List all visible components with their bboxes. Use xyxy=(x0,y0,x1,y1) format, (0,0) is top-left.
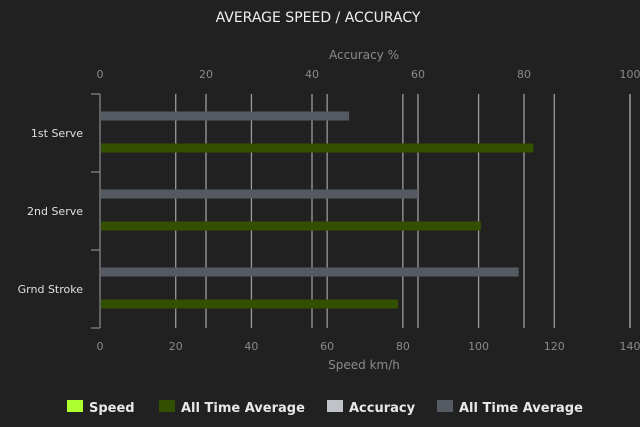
category-label: Grnd Stroke xyxy=(18,283,84,296)
legend-label: All Time Average xyxy=(181,401,305,416)
bottom-tick-label: 140 xyxy=(620,340,640,353)
bottom-tick-label: 100 xyxy=(468,340,489,353)
bar-bottom-2 xyxy=(101,299,398,309)
chart-title: AVERAGE SPEED / ACCURACY xyxy=(216,10,421,26)
top-tick-label: 60 xyxy=(411,68,425,81)
bar-top-1 xyxy=(101,189,418,199)
bottom-axis-label: Speed km/h xyxy=(328,358,400,372)
legend-swatch xyxy=(437,400,453,412)
top-tick-label: 100 xyxy=(620,68,640,81)
legend-swatch xyxy=(159,400,175,412)
legend-label: Accuracy xyxy=(349,401,416,416)
bar-bottom-1 xyxy=(101,221,481,231)
legend-label: Speed xyxy=(89,401,135,416)
category-label: 2nd Serve xyxy=(27,205,83,218)
bottom-tick-label: 20 xyxy=(169,340,183,353)
top-tick-label: 40 xyxy=(305,68,319,81)
bottom-tick-label: 60 xyxy=(320,340,334,353)
bottom-tick-label: 0 xyxy=(97,340,104,353)
bottom-tick-label: 120 xyxy=(544,340,565,353)
legend-label: All Time Average xyxy=(459,401,583,416)
category-label: 1st Serve xyxy=(31,127,83,140)
top-tick-label: 80 xyxy=(517,68,531,81)
top-tick-label: 20 xyxy=(199,68,213,81)
bar-top-2 xyxy=(101,267,519,277)
top-tick-label: 0 xyxy=(97,68,104,81)
bottom-tick-label: 40 xyxy=(244,340,258,353)
bar-bottom-0 xyxy=(101,143,534,153)
legend-swatch xyxy=(327,400,343,412)
bottom-tick-label: 80 xyxy=(396,340,410,353)
top-axis-label: Accuracy % xyxy=(329,48,399,62)
bar-top-0 xyxy=(101,111,350,121)
legend-swatch xyxy=(67,400,83,412)
